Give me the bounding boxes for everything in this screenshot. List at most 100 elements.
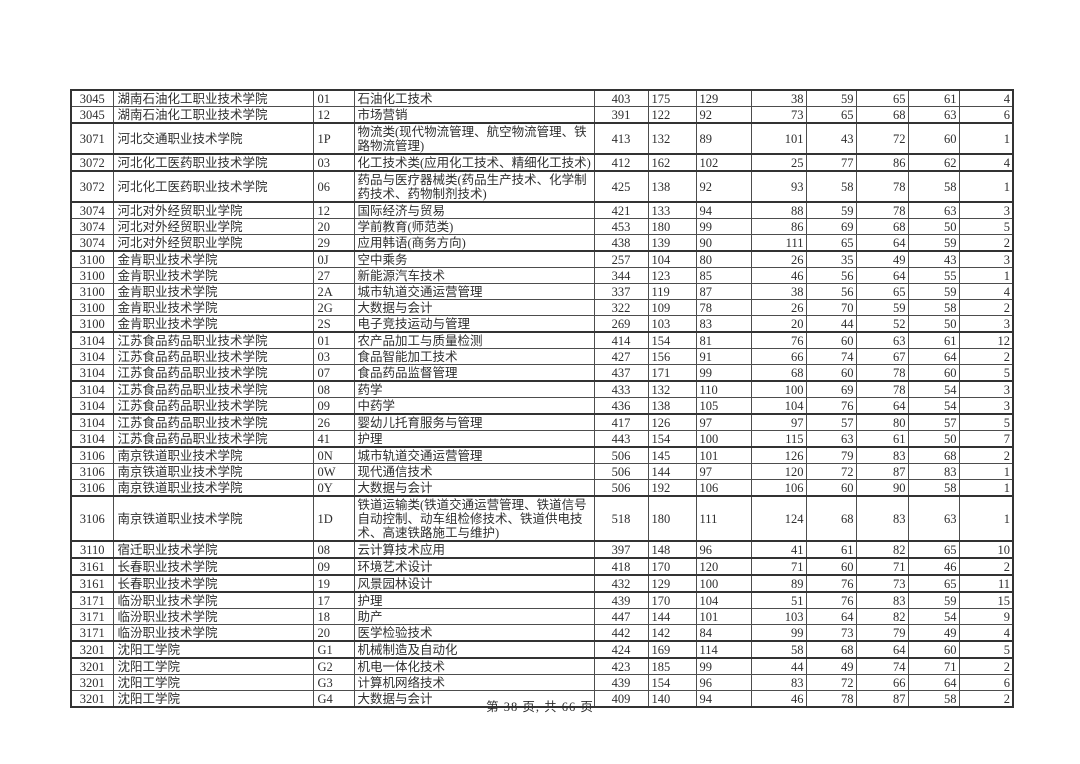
- cell-score-1: 425: [593, 170, 649, 203]
- cell-score-7: 63: [907, 495, 960, 542]
- cell-score-7: 65: [907, 574, 960, 593]
- cell-score-5: 76: [805, 574, 857, 593]
- cell-score-8: 2: [958, 557, 1014, 576]
- cell-school-code: 3104: [70, 430, 114, 448]
- cell-major-code: 12: [312, 106, 355, 124]
- cell-major-code: 18: [312, 608, 355, 625]
- cell-score-6: 64: [855, 267, 909, 284]
- cell-school-name: 宿迁职业技术学院: [112, 540, 314, 559]
- cell-score-4: 38: [750, 89, 807, 107]
- cell-school-name: 江苏食品药品职业技术学院: [112, 348, 314, 365]
- cell-school-name: 湖南石油化工职业技术学院: [112, 106, 314, 124]
- cell-score-1: 344: [593, 267, 649, 284]
- table-row: 3100 金肯职业技术学院 2S 电子竞技运动与管理 269 103 83 20 44 52 50 3: [70, 315, 1014, 333]
- cell-school-code: 3100: [70, 283, 114, 300]
- cell-major-code: 09: [312, 397, 355, 415]
- cell-score-2: 103: [647, 315, 697, 333]
- cell-score-3: 92: [695, 170, 752, 203]
- cell-score-8: 1: [958, 170, 1014, 203]
- table-row: 3071 河北交通职业技术学院 1P 物流类(现代物流管理、航空物流管理、铁路物流管理…: [70, 122, 1014, 155]
- cell-score-7: 58: [907, 170, 960, 203]
- cell-major-name: 空中乘务: [353, 250, 595, 268]
- cell-major-code: 01: [312, 89, 355, 107]
- cell-score-8: 3: [958, 315, 1014, 333]
- cell-score-8: 5: [958, 218, 1014, 235]
- cell-score-1: 427: [593, 348, 649, 365]
- cell-score-5: 79: [805, 446, 857, 464]
- cell-major-code: 0N: [312, 446, 355, 464]
- cell-school-name: 河北化工医药职业技术学院: [112, 170, 314, 203]
- cell-score-3: 129: [695, 89, 752, 107]
- cell-score-8: 6: [958, 674, 1014, 691]
- cell-school-code: 3201: [70, 674, 114, 691]
- cell-school-name: 江苏食品药品职业技术学院: [112, 380, 314, 398]
- table-row: 3171 临汾职业技术学院 17 护理 439 170 104 51 76 83 59 15: [70, 591, 1014, 609]
- cell-score-6: 63: [855, 331, 909, 349]
- cell-school-code: 3110: [70, 540, 114, 559]
- cell-school-name: 南京铁道职业技术学院: [112, 446, 314, 464]
- cell-score-7: 59: [907, 234, 960, 252]
- cell-score-2: 122: [647, 106, 697, 124]
- cell-score-1: 421: [593, 201, 649, 219]
- cell-score-6: 64: [855, 397, 909, 415]
- cell-score-4: 46: [750, 690, 807, 708]
- cell-score-1: 432: [593, 574, 649, 593]
- cell-school-name: 金肯职业技术学院: [112, 299, 314, 316]
- cell-score-3: 104: [695, 591, 752, 609]
- cell-school-code: 3201: [70, 690, 114, 708]
- cell-score-8: 3: [958, 397, 1014, 415]
- cell-school-code: 3100: [70, 315, 114, 333]
- cell-school-name: 河北对外经贸职业学院: [112, 218, 314, 235]
- cell-score-7: 64: [907, 348, 960, 365]
- page-footer: 第 38 页, 共 66 页: [486, 700, 594, 714]
- cell-score-6: 64: [855, 640, 909, 659]
- cell-major-name: 大数据与会计: [353, 690, 595, 708]
- cell-major-name: 食品药品监督管理: [353, 364, 595, 382]
- cell-score-2: 169: [647, 640, 697, 659]
- cell-major-name: 现代通信技术: [353, 463, 595, 480]
- cell-score-8: 2: [958, 690, 1014, 708]
- cell-score-3: 114: [695, 640, 752, 659]
- cell-score-6: 49: [855, 250, 909, 268]
- cell-score-2: 132: [647, 380, 697, 398]
- table-row: 3104 江苏食品药品职业技术学院 08 药学 433 132 110 100 69 78 54 3: [70, 380, 1014, 398]
- cell-score-4: 100: [750, 380, 807, 398]
- cell-score-5: 57: [805, 413, 857, 431]
- cell-school-code: 3100: [70, 267, 114, 284]
- cell-score-2: 185: [647, 657, 697, 675]
- cell-score-2: 109: [647, 299, 697, 316]
- cell-score-5: 49: [805, 657, 857, 675]
- cell-score-1: 403: [593, 89, 649, 107]
- cell-score-4: 26: [750, 299, 807, 316]
- cell-score-8: 3: [958, 201, 1014, 219]
- cell-score-6: 72: [855, 122, 909, 155]
- cell-school-code: 3104: [70, 380, 114, 398]
- cell-score-2: 139: [647, 234, 697, 252]
- cell-score-1: 269: [593, 315, 649, 333]
- cell-major-name: 物流类(现代物流管理、航空物流管理、铁路物流管理): [353, 122, 595, 155]
- cell-major-code: 20: [312, 218, 355, 235]
- cell-score-3: 100: [695, 574, 752, 593]
- cell-score-2: 142: [647, 624, 697, 642]
- cell-school-code: 3071: [70, 122, 114, 155]
- cell-score-3: 94: [695, 690, 752, 708]
- cell-score-3: 96: [695, 674, 752, 691]
- cell-major-name: 婴幼儿托育服务与管理: [353, 413, 595, 431]
- cell-score-6: 73: [855, 574, 909, 593]
- cell-score-8: 15: [958, 591, 1014, 609]
- cell-score-4: 44: [750, 657, 807, 675]
- cell-score-7: 58: [907, 690, 960, 708]
- cell-score-1: 409: [593, 690, 649, 708]
- cell-school-code: 3106: [70, 446, 114, 464]
- cell-score-6: 78: [855, 364, 909, 382]
- cell-school-name: 长春职业技术学院: [112, 557, 314, 576]
- table-row: 3100 金肯职业技术学院 27 新能源汽车技术 344 123 85 46 56 64 55 1: [70, 267, 1014, 284]
- cell-score-4: 38: [750, 283, 807, 300]
- cell-school-name: 河北化工医药职业技术学院: [112, 153, 314, 172]
- cell-score-4: 20: [750, 315, 807, 333]
- cell-score-1: 443: [593, 430, 649, 448]
- cell-score-1: 447: [593, 608, 649, 625]
- cell-major-code: 12: [312, 201, 355, 219]
- cell-score-2: 162: [647, 153, 697, 172]
- cell-school-name: 南京铁道职业技术学院: [112, 479, 314, 497]
